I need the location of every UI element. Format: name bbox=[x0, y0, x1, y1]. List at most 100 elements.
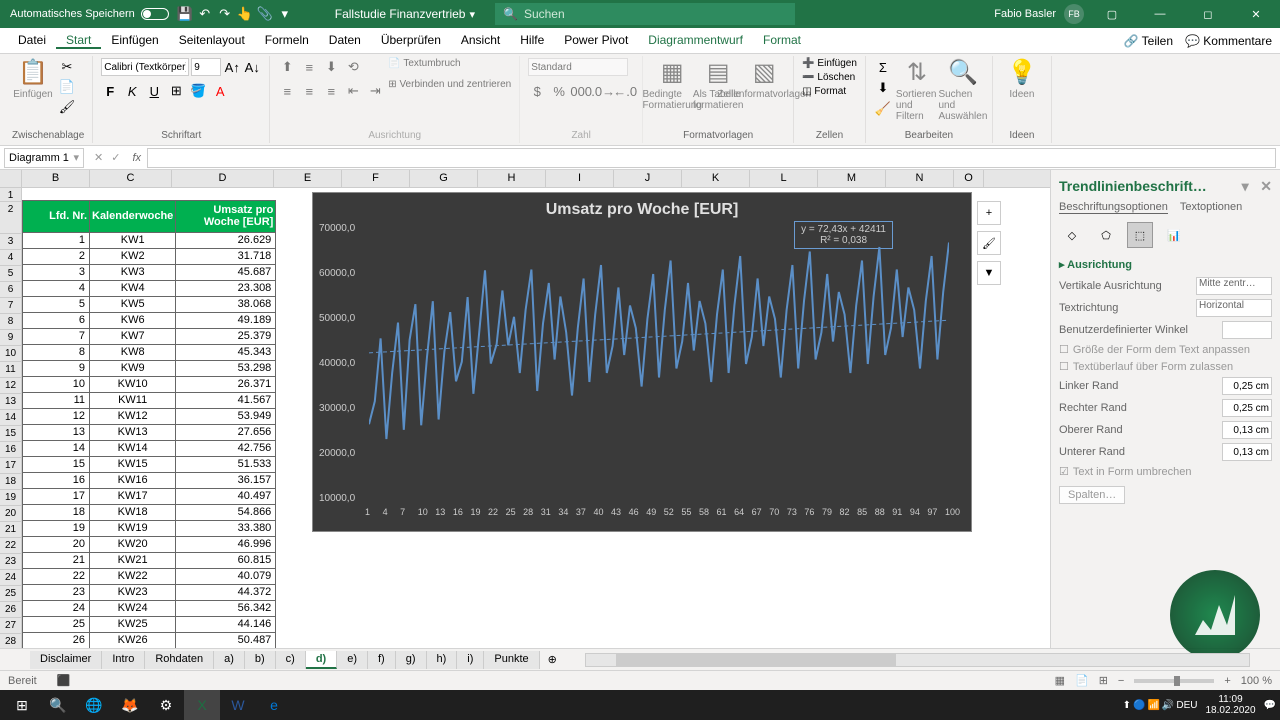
autosave-toggle[interactable]: Automatisches Speichern bbox=[4, 8, 175, 20]
tray-icon[interactable]: 📶 bbox=[1147, 700, 1159, 711]
merge-button[interactable]: ⊞ Verbinden und zentrieren bbox=[388, 79, 511, 90]
format-cells-button[interactable]: ◫ Format bbox=[802, 86, 857, 97]
start-button[interactable]: ⊞ bbox=[4, 690, 40, 720]
find-button[interactable]: 🔍Suchen und Auswählen bbox=[942, 58, 984, 122]
indent-dec-icon[interactable]: ⇤ bbox=[344, 82, 362, 100]
size-select[interactable] bbox=[191, 58, 221, 76]
margin-right-input[interactable] bbox=[1222, 399, 1272, 417]
pane-chart-icon[interactable]: 📊 bbox=[1161, 222, 1187, 248]
word-icon[interactable]: W bbox=[220, 690, 256, 720]
align-left-icon[interactable]: ≡ bbox=[278, 82, 296, 100]
chart[interactable]: Umsatz pro Woche [EUR] y = 72,43x + 4241… bbox=[312, 192, 972, 532]
sheet-tab[interactable]: e) bbox=[337, 651, 368, 669]
percent-icon[interactable]: % bbox=[550, 82, 568, 100]
row-header[interactable]: 11 bbox=[0, 362, 22, 378]
bold-icon[interactable]: F bbox=[101, 82, 119, 100]
cond-format-button[interactable]: ▦Bedingte Formatierung bbox=[651, 58, 693, 111]
tray-icon[interactable]: 🔊 bbox=[1162, 700, 1174, 711]
ribbon-tab-datei[interactable]: Datei bbox=[8, 33, 56, 47]
textdir-select[interactable]: Horizontal bbox=[1196, 299, 1272, 317]
sheet-tab[interactable]: f) bbox=[368, 651, 396, 669]
fx-icon[interactable]: fx bbox=[126, 152, 147, 164]
pane-fill-icon[interactable]: ◇ bbox=[1059, 222, 1085, 248]
search-taskbar-icon[interactable]: 🔍 bbox=[40, 690, 76, 720]
row-header[interactable]: 12 bbox=[0, 378, 22, 394]
row-header[interactable]: 28 bbox=[0, 634, 22, 648]
zoom-level[interactable]: 100 % bbox=[1241, 675, 1272, 687]
row-header[interactable]: 17 bbox=[0, 458, 22, 474]
enter-formula-icon[interactable]: ✓ bbox=[111, 151, 120, 164]
doc-dropdown-icon[interactable]: ▾ bbox=[469, 8, 475, 21]
pane-effects-icon[interactable]: ⬠ bbox=[1093, 222, 1119, 248]
sheet-tab[interactable]: a) bbox=[214, 651, 245, 669]
app-icon[interactable]: 🦊 bbox=[112, 690, 148, 720]
indent-inc-icon[interactable]: ⇥ bbox=[366, 82, 384, 100]
sheet-tab[interactable]: g) bbox=[396, 651, 427, 669]
row-header[interactable]: 16 bbox=[0, 442, 22, 458]
macro-record-icon[interactable]: ⬛ bbox=[57, 674, 71, 687]
row-header[interactable]: 15 bbox=[0, 426, 22, 442]
pane-sub-options[interactable]: Beschriftungsoptionen bbox=[1059, 201, 1168, 214]
col-header[interactable]: E bbox=[274, 170, 342, 187]
sort-button[interactable]: ⇅Sortieren und Filtern bbox=[896, 58, 938, 122]
pane-size-icon[interactable]: ⬚ bbox=[1127, 222, 1153, 248]
row-header[interactable]: 13 bbox=[0, 394, 22, 410]
ribbon-tab-seitenlayout[interactable]: Seitenlayout bbox=[169, 33, 255, 47]
align-mid-icon[interactable]: ≡ bbox=[300, 58, 318, 76]
formula-input[interactable] bbox=[147, 148, 1276, 168]
row-header[interactable]: 14 bbox=[0, 410, 22, 426]
pane-section-align[interactable]: ▸ Ausrichtung bbox=[1059, 258, 1272, 271]
sheet-tab[interactable]: Intro bbox=[102, 651, 145, 669]
user-name[interactable]: Fabio Basler bbox=[994, 8, 1056, 20]
clear-icon[interactable]: 🧹 bbox=[874, 100, 892, 118]
row-header[interactable]: 2 bbox=[0, 202, 22, 234]
h-scrollbar[interactable] bbox=[585, 653, 1250, 667]
row-header[interactable]: 26 bbox=[0, 602, 22, 618]
ribbon-tab-formeln[interactable]: Formeln bbox=[255, 33, 319, 47]
share-button[interactable]: 🔗 Teilen bbox=[1124, 34, 1173, 48]
margin-left-input[interactable] bbox=[1222, 377, 1272, 395]
row-header[interactable]: 21 bbox=[0, 522, 22, 538]
row-header[interactable]: 19 bbox=[0, 490, 22, 506]
currency-icon[interactable]: $ bbox=[528, 82, 546, 100]
maximize-icon[interactable]: ◻ bbox=[1188, 0, 1228, 28]
paste-button[interactable]: 📋Einfügen bbox=[12, 58, 54, 100]
dec-dec-icon[interactable]: ←.0 bbox=[616, 82, 634, 100]
ribbon-mode-icon[interactable]: ▢ bbox=[1092, 0, 1132, 28]
cancel-formula-icon[interactable]: ✕ bbox=[94, 151, 103, 164]
ribbon-tab-daten[interactable]: Daten bbox=[319, 33, 371, 47]
copy-icon[interactable]: 📄 bbox=[58, 78, 76, 96]
angle-input[interactable] bbox=[1222, 321, 1272, 339]
insert-cells-button[interactable]: ➕ Einfügen bbox=[802, 58, 857, 69]
sheet-tab[interactable]: d) bbox=[306, 651, 337, 669]
row-header[interactable]: 9 bbox=[0, 330, 22, 346]
row-header[interactable]: 25 bbox=[0, 586, 22, 602]
toggle-icon[interactable] bbox=[141, 8, 169, 20]
chart-styles-button[interactable]: 🖌 bbox=[977, 231, 1001, 255]
close-icon[interactable]: ✕ bbox=[1236, 0, 1276, 28]
zoom-slider[interactable] bbox=[1134, 679, 1214, 683]
col-header[interactable]: I bbox=[546, 170, 614, 187]
align-center-icon[interactable]: ≡ bbox=[300, 82, 318, 100]
margin-bottom-input[interactable] bbox=[1222, 443, 1272, 461]
chart-elements-button[interactable]: + bbox=[977, 201, 1001, 225]
col-header[interactable]: J bbox=[614, 170, 682, 187]
qat-dropdown-icon[interactable]: ▾ bbox=[275, 4, 295, 24]
col-header[interactable]: C bbox=[90, 170, 172, 187]
align-top-icon[interactable]: ⬆ bbox=[278, 58, 296, 76]
orient-icon[interactable]: ⟲ bbox=[344, 58, 362, 76]
pin-icon[interactable]: 📎 bbox=[255, 4, 275, 24]
search-input[interactable]: 🔍 Suchen bbox=[495, 3, 795, 25]
ribbon-tab-power pivot[interactable]: Power Pivot bbox=[554, 33, 638, 47]
undo-icon[interactable]: ↶ bbox=[195, 4, 215, 24]
taskbar-clock[interactable]: 11:09 18.02.2020 bbox=[1199, 694, 1261, 716]
columns-button[interactable]: Spalten… bbox=[1059, 486, 1125, 504]
italic-icon[interactable]: K bbox=[123, 82, 141, 100]
tray-icon[interactable]: 🔵 bbox=[1133, 700, 1145, 711]
font-color-icon[interactable]: A bbox=[211, 82, 229, 100]
excel-icon[interactable]: X bbox=[184, 690, 220, 720]
tray-lang[interactable]: DEU bbox=[1176, 700, 1197, 711]
border-icon[interactable]: ⊞ bbox=[167, 82, 185, 100]
pane-sub-text[interactable]: Textoptionen bbox=[1180, 201, 1242, 214]
underline-icon[interactable]: U bbox=[145, 82, 163, 100]
